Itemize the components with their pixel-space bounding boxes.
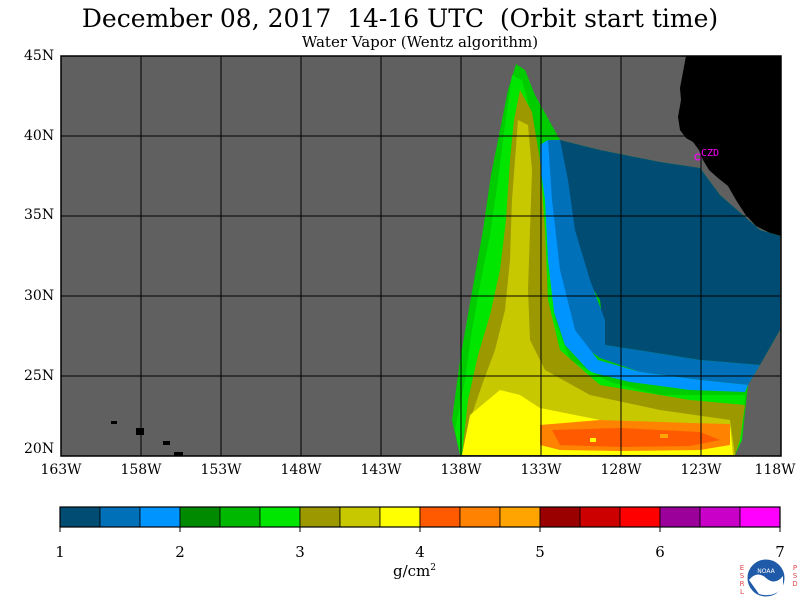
lat-label-35n: 35N	[24, 207, 55, 223]
lon-label-123w: 123W	[680, 462, 722, 478]
logo-letter-l: L	[740, 588, 744, 596]
lat-label-45n: 45N	[24, 48, 55, 64]
colorbar-segment	[259, 506, 301, 528]
logo-letter-e: E	[739, 564, 745, 572]
psd-letters: P S D	[791, 564, 799, 588]
map-gridlines	[61, 56, 781, 456]
lon-label-148w: 148W	[280, 462, 322, 478]
station-label: CZD	[701, 148, 719, 159]
colorbar-segment	[339, 506, 381, 528]
colorbar-segment	[619, 506, 661, 528]
unit-text: g/cm	[393, 562, 431, 580]
lat-label-40n: 40N	[24, 128, 55, 144]
lon-label-128w: 128W	[600, 462, 642, 478]
colorbar-segment	[179, 506, 221, 528]
land-coast	[678, 56, 781, 236]
noaa-logo: NOAA	[746, 558, 786, 598]
data-swath	[452, 64, 780, 455]
lon-label-158w: 158W	[120, 462, 162, 478]
map-subtitle: Water Vapor (Wentz algorithm)	[301, 33, 539, 51]
colorbar-tick-4: 4	[415, 543, 425, 561]
colorbar-segment	[219, 506, 261, 528]
colorbar-segment	[419, 506, 461, 528]
lat-label-25n: 25N	[24, 368, 55, 384]
lon-label-153w: 153W	[200, 462, 242, 478]
colorbar-tick-6: 6	[655, 543, 665, 561]
logo-letter-r: R	[739, 580, 745, 588]
esrl-letters: E S R L	[738, 564, 746, 596]
colorbar-segment	[139, 506, 181, 528]
colorbar-unit: g/cm2	[393, 562, 436, 580]
colorbar	[59, 506, 781, 532]
map-frame	[60, 55, 782, 457]
lon-label-133w: 133W	[520, 462, 562, 478]
colorbar-tick-3: 3	[295, 543, 305, 561]
colorbar-segment	[59, 506, 101, 528]
logo-letter-s: S	[739, 572, 745, 580]
hawaii-islands	[111, 421, 183, 456]
colorbar-segment	[299, 506, 341, 528]
unit-superscript: 2	[430, 563, 437, 573]
colorbar-segment	[99, 506, 141, 528]
colorbar-tick-1: 1	[55, 543, 65, 561]
lon-label-138w: 138W	[440, 462, 482, 478]
colorbar-segment	[579, 506, 621, 528]
logo-letter-d: D	[792, 580, 798, 588]
lon-label-163w: 163W	[40, 462, 82, 478]
lat-label-20n: 20N	[24, 441, 55, 457]
colorbar-segment	[459, 506, 501, 528]
logo-letter-p: P	[792, 564, 798, 572]
logo-letter-s2: S	[792, 572, 798, 580]
colorbar-tick-7: 7	[775, 543, 785, 561]
colorbar-tick-2: 2	[175, 543, 185, 561]
noaa-logo-text: NOAA	[757, 568, 775, 575]
map-title: December 08, 2017 14-16 UTC (Orbit start…	[81, 4, 719, 33]
colorbar-segment	[379, 506, 421, 528]
colorbar-segment	[699, 506, 741, 528]
colorbar-tick-5: 5	[535, 543, 545, 561]
colorbar-segment	[539, 506, 581, 528]
colorbar-segment	[659, 506, 701, 528]
colorbar-segment	[739, 506, 781, 528]
colorbar-segment	[499, 506, 541, 528]
lon-label-118w: 118W	[754, 462, 796, 478]
lon-label-143w: 143W	[360, 462, 402, 478]
lat-label-30n: 30N	[24, 288, 55, 304]
